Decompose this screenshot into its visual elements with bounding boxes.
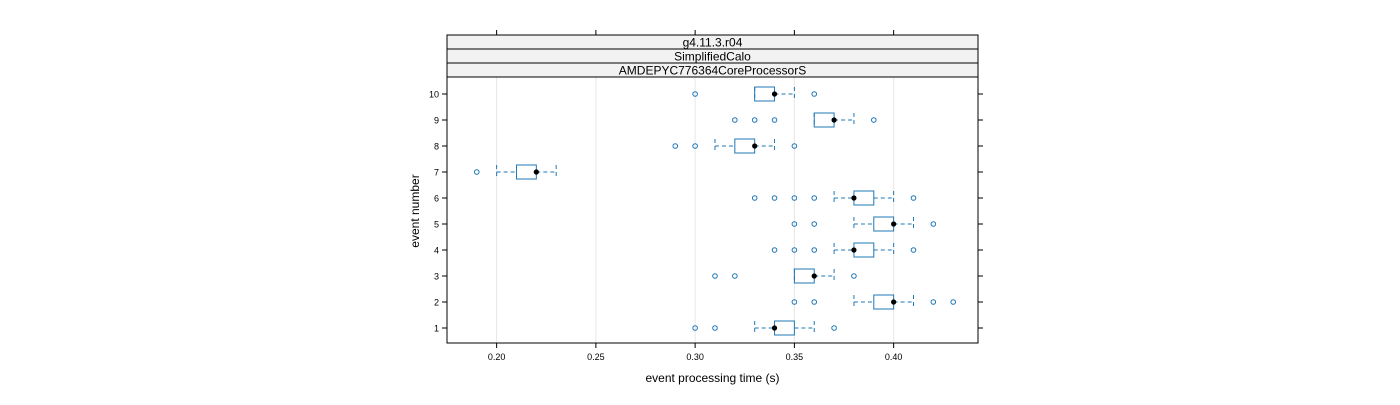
box-iqr [813, 112, 835, 128]
axis-layer: 0.20 0.25 0.30 0.35 0.40 1 2 3 4 5 6 7 8 9 10 [429, 30, 983, 362]
outlier-point [692, 325, 698, 331]
x-tick-label: 0.40 [885, 352, 903, 362]
outlier-point [692, 143, 698, 149]
box-iqr [515, 164, 537, 180]
strip-group: g4.11.3.r04 SimplifiedCalo AMDEPYC776364… [446, 34, 979, 78]
x-tick-label: 0.30 [686, 352, 704, 362]
outlier-point [811, 247, 818, 253]
x-axis-title: event processing time (s) [645, 371, 779, 385]
strip-1-label: g4.11.3.r04 [683, 36, 743, 50]
box-iqr [793, 268, 815, 284]
outlier-point [930, 221, 937, 227]
strip-3-label: AMDEPYC776364CoreProcessorS [619, 64, 806, 78]
box-event-3 [712, 268, 857, 284]
box-event-10 [692, 86, 818, 102]
box-event-4 [771, 242, 917, 258]
outlier-point [771, 117, 778, 123]
outlier-point [870, 117, 877, 123]
outlier-point [791, 247, 798, 253]
outlier-point [751, 195, 758, 201]
box-iqr [853, 242, 875, 258]
outlier-point [732, 117, 738, 123]
median-point [752, 143, 758, 149]
median-point [811, 273, 817, 279]
outlier-point [771, 195, 778, 201]
median-point [533, 169, 539, 175]
outlier-point [473, 169, 480, 175]
y-tick-label: 1 [434, 324, 439, 334]
outlier-point [851, 273, 857, 279]
strip-2-label: SimplifiedCalo [674, 50, 751, 64]
box-event-9 [732, 112, 877, 128]
outlier-point [791, 143, 798, 149]
outlier-point [811, 195, 818, 201]
box-event-5 [791, 216, 937, 232]
outlier-point [771, 247, 778, 253]
y-tick-label: 10 [429, 90, 439, 100]
box-event-1 [692, 320, 837, 336]
box-event-2 [791, 294, 956, 310]
x-tick-label: 0.35 [786, 352, 804, 362]
y-tick-label: 2 [434, 298, 439, 308]
outlier-point [791, 221, 798, 227]
outlier-point [930, 299, 937, 305]
outlier-point [712, 273, 718, 279]
outlier-point [672, 143, 679, 149]
box-event-7 [473, 164, 557, 180]
outlier-point [950, 299, 956, 305]
y-tick-label: 8 [434, 142, 439, 152]
outlier-point [811, 299, 818, 305]
median-point [771, 91, 778, 97]
outlier-point [791, 299, 798, 305]
box-iqr [754, 86, 776, 102]
box-event-8 [672, 138, 798, 154]
outlier-point [712, 325, 718, 331]
outlier-point [692, 91, 698, 97]
box-iqr [734, 138, 756, 154]
outlier-point [811, 221, 818, 227]
x-tick-label: 0.25 [587, 352, 605, 362]
box-iqr [853, 190, 875, 206]
y-tick-label: 9 [434, 116, 439, 126]
median-point [891, 221, 897, 227]
y-tick-label: 5 [434, 220, 439, 230]
y-tick-label: 6 [434, 194, 439, 204]
median-point [831, 117, 837, 123]
outlier-point [831, 325, 837, 331]
y-tick-label: 4 [434, 246, 439, 256]
outlier-point [732, 273, 738, 279]
y-tick-label: 7 [434, 168, 439, 178]
median-point [771, 325, 778, 331]
y-axis-title: event number [408, 174, 422, 247]
x-tick-label: 0.20 [488, 352, 506, 362]
box-iqr [873, 216, 895, 232]
median-point [851, 247, 857, 253]
outlier-point [751, 117, 758, 123]
y-tick-label: 3 [434, 272, 439, 282]
median-point [851, 195, 857, 201]
outlier-point [811, 91, 818, 97]
mark-layer [473, 86, 956, 336]
plot-frame [446, 76, 979, 344]
outlier-point [910, 247, 917, 253]
outlier-point [791, 195, 798, 201]
box-iqr [873, 294, 895, 310]
outlier-point [910, 195, 917, 201]
box-iqr [774, 320, 795, 336]
median-point [891, 299, 897, 305]
box-event-6 [751, 190, 917, 206]
